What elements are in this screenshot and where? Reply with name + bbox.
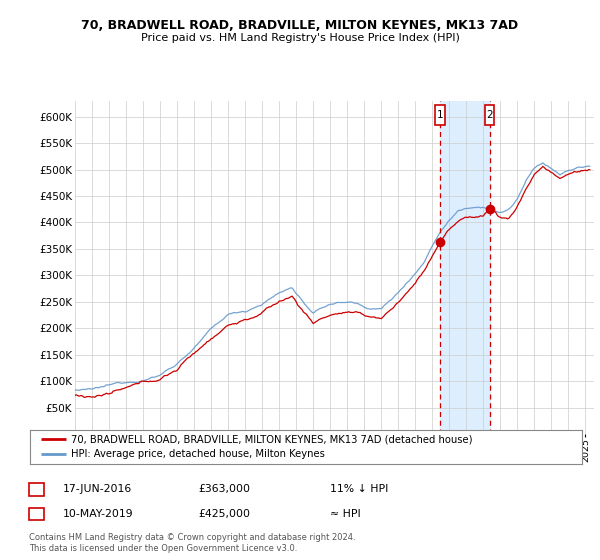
Text: Price paid vs. HM Land Registry's House Price Index (HPI): Price paid vs. HM Land Registry's House … <box>140 32 460 43</box>
Text: 70, BRADWELL ROAD, BRADVILLE, MILTON KEYNES, MK13 7AD: 70, BRADWELL ROAD, BRADVILLE, MILTON KEY… <box>82 18 518 32</box>
Text: 70, BRADWELL ROAD, BRADVILLE, MILTON KEYNES, MK13 7AD (detached house): 70, BRADWELL ROAD, BRADVILLE, MILTON KEY… <box>71 434 473 444</box>
Text: 1: 1 <box>437 110 443 119</box>
Text: £425,000: £425,000 <box>198 509 250 519</box>
Text: 11% ↓ HPI: 11% ↓ HPI <box>330 484 388 494</box>
Text: Contains HM Land Registry data © Crown copyright and database right 2024.
This d: Contains HM Land Registry data © Crown c… <box>29 533 355 553</box>
Bar <box>485 105 494 125</box>
Text: 1: 1 <box>33 484 40 494</box>
Text: 2: 2 <box>33 509 40 519</box>
Text: 2: 2 <box>486 110 493 119</box>
Text: £363,000: £363,000 <box>198 484 250 494</box>
Text: ≈ HPI: ≈ HPI <box>330 509 361 519</box>
Text: 17-JUN-2016: 17-JUN-2016 <box>63 484 132 494</box>
Bar <box>440 101 490 434</box>
Text: HPI: Average price, detached house, Milton Keynes: HPI: Average price, detached house, Milt… <box>71 449 325 459</box>
Text: 10-MAY-2019: 10-MAY-2019 <box>63 509 134 519</box>
Bar <box>436 105 445 125</box>
